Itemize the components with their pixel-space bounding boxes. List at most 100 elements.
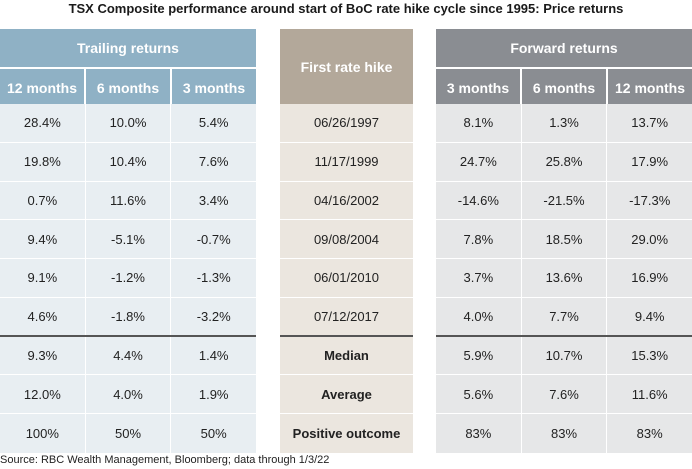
trailing-returns-title: Trailing returns: [77, 40, 179, 56]
summary-label-row: Median: [280, 337, 413, 376]
forward-value-cell: -14.6%: [457, 192, 499, 208]
hike-date-cell: 04/16/2002: [313, 192, 380, 208]
trailing-value-cell: 10.0%: [84, 104, 171, 142]
hike-date-row: 06/01/2010: [280, 259, 413, 298]
trailing-value-cell: 19.8%: [23, 154, 61, 170]
first-rate-hike-block: First rate hike 06/26/1997 11/17/1999 04/1…: [280, 29, 413, 453]
trailing-row: 9.1% -1.2% -1.3%: [0, 259, 256, 298]
trailing-value-cell: 50%: [84, 414, 171, 453]
trailing-row: 9.4% -5.1% -0.7%: [0, 220, 256, 259]
forward-subheaders: 3 months 6 months 12 months: [436, 67, 692, 106]
forward-row: 3.7% 13.6% 16.9%: [436, 259, 692, 298]
forward-value-cell: -21.5%: [520, 181, 607, 220]
trailing-returns-header: Trailing returns 12 months 6 months 3 mo…: [0, 29, 256, 106]
summary-label-cell: Average: [321, 386, 372, 402]
forward-row: 5.9% 10.7% 15.3%: [436, 336, 692, 376]
forward-returns-header: Forward returns 3 months 6 months 12 mon…: [436, 29, 692, 106]
trailing-value-cell: 3.4%: [170, 181, 256, 220]
trailing-row: 4.6% -1.8% -3.2%: [0, 297, 256, 337]
forward-value-cell: 13.6%: [520, 259, 607, 297]
trailing-value-cell: 1.4%: [170, 336, 256, 375]
trailing-row: 100% 50% 50%: [0, 414, 256, 453]
forward-value-cell: 83%: [606, 414, 692, 453]
forward-value-cell: 25.8%: [520, 142, 607, 181]
forward-value-cell: 5.9%: [463, 347, 494, 363]
forward-row: 24.7% 25.8% 17.9%: [436, 142, 692, 182]
forward-row: 7.8% 18.5% 29.0%: [436, 220, 692, 259]
trailing-value-cell: -1.2%: [84, 259, 171, 297]
forward-value-cell: 1.3%: [520, 104, 607, 142]
trailing-value-cell: 100%: [25, 425, 59, 441]
forward-value-cell: 15.3%: [606, 336, 692, 375]
first-rate-hike-body: 06/26/1997 11/17/1999 04/16/2002 09/08/2004…: [280, 104, 413, 453]
trailing-row: 9.3% 4.4% 1.4%: [0, 336, 256, 376]
hike-date-cell: 06/26/1997: [313, 115, 380, 131]
trailing-value-cell: 4.4%: [84, 336, 171, 375]
trailing-value-cell: -3.2%: [170, 297, 256, 335]
trailing-col-header: 6 months: [84, 69, 170, 106]
forward-value-cell: 18.5%: [520, 220, 607, 258]
hike-date-row: 11/17/1999: [280, 143, 413, 182]
forward-value-cell: 7.8%: [463, 231, 494, 247]
forward-returns-title: Forward returns: [510, 40, 618, 56]
forward-row: 83% 83% 83%: [436, 414, 692, 453]
hike-date-row: 06/26/1997: [280, 104, 413, 143]
forward-row: -14.6% -21.5% -17.3%: [436, 181, 692, 221]
hike-date-row: 04/16/2002: [280, 182, 413, 221]
forward-row: 5.6% 7.6% 11.6%: [436, 375, 692, 414]
forward-col-header: 3 months: [446, 79, 510, 96]
forward-value-cell: 17.9%: [606, 142, 692, 181]
forward-value-cell: 24.7%: [459, 154, 497, 170]
hike-date-cell: 07/12/2017: [313, 308, 380, 324]
hike-date-cell: 11/17/1999: [314, 154, 379, 170]
trailing-value-cell: 10.4%: [84, 142, 171, 181]
trailing-value-cell: 11.6%: [84, 181, 171, 220]
first-rate-hike-header: First rate hike: [280, 29, 413, 104]
forward-value-cell: 7.6%: [520, 375, 607, 413]
forward-value-cell: 8.1%: [463, 115, 494, 131]
forward-value-cell: 83%: [465, 425, 492, 441]
trailing-row: 28.4% 10.0% 5.4%: [0, 104, 256, 143]
hike-date-cell: 09/08/2004: [313, 231, 380, 247]
forward-value-cell: 9.4%: [606, 297, 692, 335]
trailing-value-cell: -1.3%: [170, 259, 256, 297]
trailing-value-cell: 28.4%: [23, 115, 61, 131]
trailing-value-cell: 50%: [170, 414, 256, 453]
trailing-col-header: 12 months: [6, 79, 77, 96]
trailing-value-cell: 4.0%: [84, 375, 171, 413]
hike-date-cell: 06/01/2010: [313, 270, 380, 286]
trailing-value-cell: 5.4%: [170, 104, 256, 142]
trailing-value-cell: 7.6%: [170, 142, 256, 181]
trailing-row: 19.8% 10.4% 7.6%: [0, 142, 256, 182]
forward-value-cell: 29.0%: [606, 220, 692, 258]
forward-col-header: 12 months: [606, 69, 692, 106]
trailing-value-cell: 9.4%: [27, 231, 58, 247]
trailing-col-header: 3 months: [170, 69, 256, 106]
trailing-value-cell: 0.7%: [27, 192, 58, 208]
forward-value-cell: 11.6%: [606, 375, 692, 413]
forward-value-cell: 13.7%: [606, 104, 692, 142]
forward-value-cell: 3.7%: [463, 270, 494, 286]
forward-row: 4.0% 7.7% 9.4%: [436, 297, 692, 337]
trailing-value-cell: 1.9%: [170, 375, 256, 413]
trailing-value-cell: -5.1%: [84, 220, 171, 258]
trailing-value-cell: 9.1%: [27, 270, 58, 286]
summary-label-cell: Median: [324, 347, 369, 363]
trailing-row: 0.7% 11.6% 3.4%: [0, 181, 256, 221]
summary-label-cell: Positive outcome: [292, 425, 401, 441]
forward-value-cell: 10.7%: [520, 336, 607, 375]
trailing-row: 12.0% 4.0% 1.9%: [0, 375, 256, 414]
forward-value-cell: 5.6%: [463, 386, 494, 402]
hike-date-row: 09/08/2004: [280, 220, 413, 259]
forward-value-cell: 16.9%: [606, 259, 692, 297]
forward-value-cell: -17.3%: [606, 181, 692, 220]
forward-value-cell: 83%: [520, 414, 607, 453]
forward-value-cell: 4.0%: [463, 308, 494, 324]
forward-col-header: 6 months: [520, 69, 606, 106]
forward-returns-body: 8.1% 1.3% 13.7% 24.7% 25.8% 17.9% -14.6% -21.5%…: [436, 104, 692, 453]
hike-date-row: 07/12/2017: [280, 298, 413, 337]
summary-label-row: Average: [280, 375, 413, 414]
trailing-returns-body: 28.4% 10.0% 5.4% 19.8% 10.4% 7.6% 0.7% 11.6% 3.4…: [0, 104, 256, 453]
forward-returns-block: Forward returns 3 months 6 months 12 mon…: [436, 29, 692, 453]
trailing-value-cell: 4.6%: [27, 308, 58, 324]
